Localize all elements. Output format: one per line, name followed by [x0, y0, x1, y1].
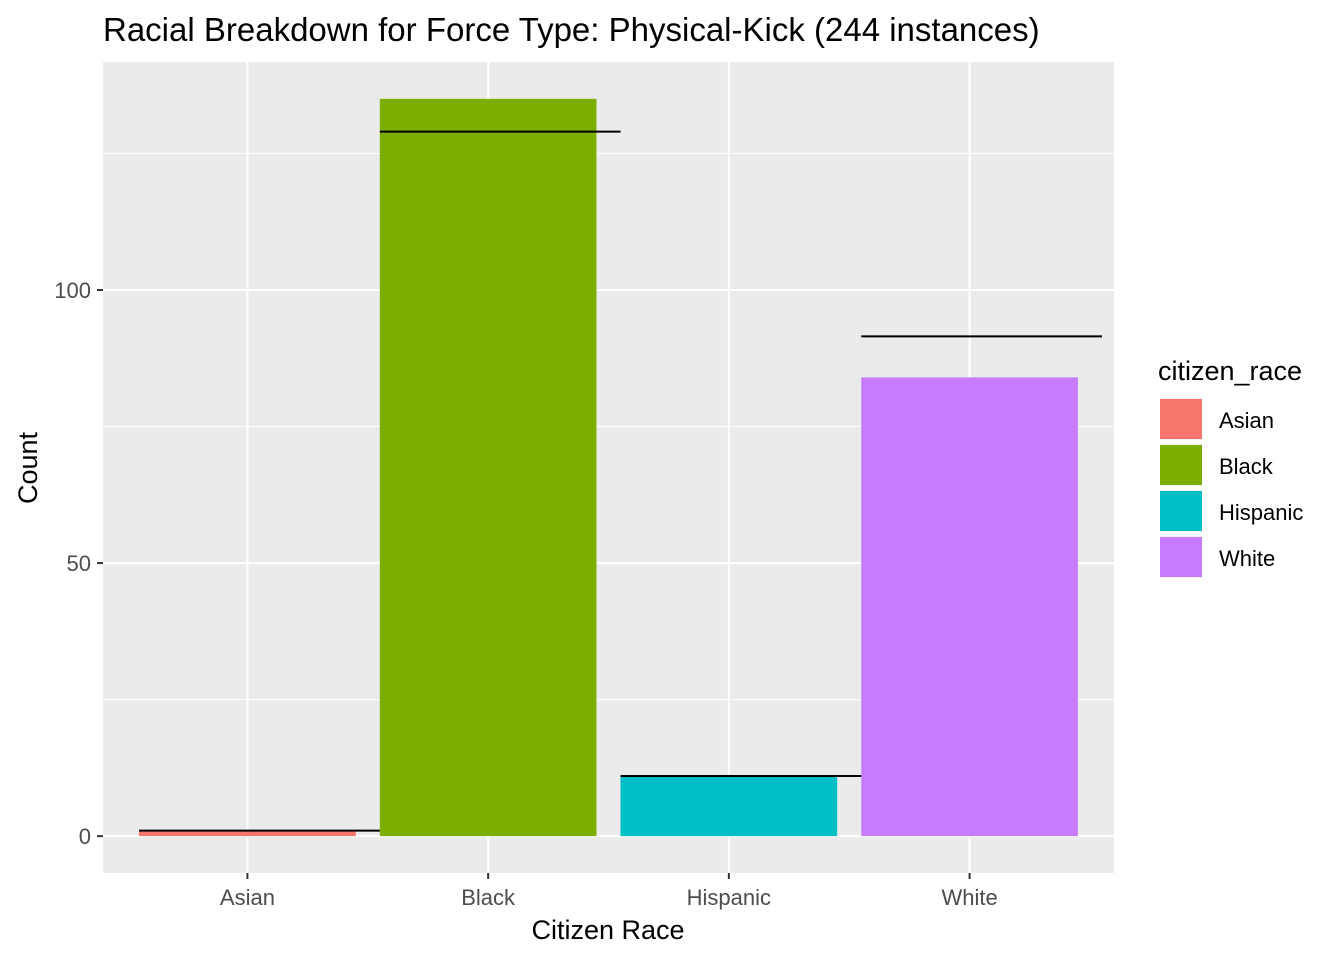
chart-title: Racial Breakdown for Force Type: Physica…: [103, 11, 1040, 48]
y-axis: 0 50 100: [54, 278, 103, 849]
legend-title: citizen_race: [1158, 356, 1302, 386]
reference-lines: [139, 130, 1102, 832]
legend-label: Black: [1219, 454, 1274, 479]
legend-label: Asian: [1219, 408, 1274, 433]
x-tick-label: Asian: [220, 885, 275, 910]
x-tick-label: Black: [461, 885, 516, 910]
x-axis: Asian Black Hispanic White: [220, 873, 998, 910]
x-tick-label: White: [941, 885, 997, 910]
legend-key-asian: [1160, 399, 1202, 439]
legend-label: White: [1219, 546, 1275, 571]
x-axis-title: Citizen Race: [531, 915, 684, 945]
y-axis-title: Count: [13, 431, 43, 504]
legend: citizen_race Asian Black Hispanic White: [1158, 356, 1303, 578]
legend-key-hispanic: [1160, 491, 1202, 531]
bar-asian: [139, 830, 356, 837]
y-tick-label: 0: [79, 824, 91, 849]
legend-label: Hispanic: [1219, 500, 1303, 525]
bars: [139, 98, 1078, 837]
legend-key-white: [1160, 537, 1202, 577]
bar-white: [861, 377, 1078, 837]
x-tick-label: Hispanic: [687, 885, 771, 910]
y-tick-label: 100: [54, 278, 91, 303]
bar-black: [379, 98, 597, 837]
legend-key-black: [1160, 445, 1202, 485]
bar-hispanic: [620, 776, 838, 837]
y-tick-label: 50: [67, 551, 91, 576]
